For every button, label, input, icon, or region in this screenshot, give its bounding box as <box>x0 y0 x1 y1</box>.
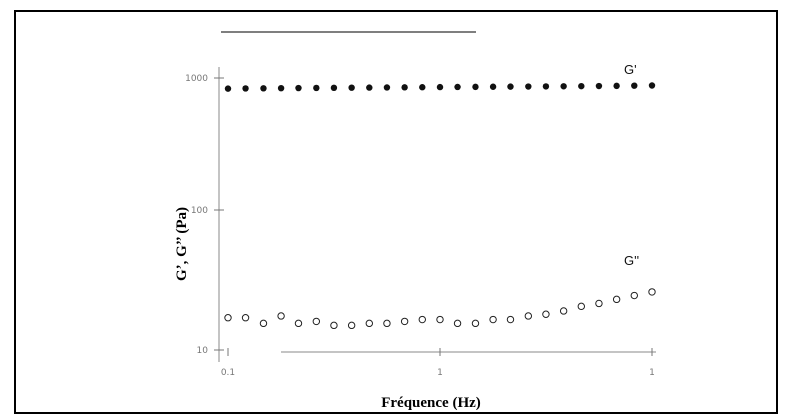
gsecond-point <box>489 315 497 324</box>
gsecond-point <box>471 319 480 328</box>
x-tick-label: 1 <box>437 368 443 378</box>
gsecond-point <box>559 307 568 315</box>
y-ticks: 10 100 1000 <box>185 74 224 356</box>
gsecond-point <box>241 314 250 322</box>
gprime-point <box>525 83 532 90</box>
gprime-point <box>401 84 408 91</box>
gprime-point <box>242 85 249 92</box>
gprime-point <box>454 83 461 91</box>
gsecond-point <box>524 312 533 320</box>
gsecond-point <box>365 319 374 328</box>
gprime-point <box>472 83 479 91</box>
gprime-point <box>366 84 373 91</box>
series-label-gsecond: G'' <box>624 253 639 268</box>
gprime-point <box>224 85 232 92</box>
gprime-point <box>507 83 514 90</box>
gprime-point <box>330 84 338 92</box>
gprime-point <box>648 82 656 89</box>
gprime-point <box>383 84 391 91</box>
x-tick-label: 0.1 <box>221 368 235 378</box>
y-tick-label: 10 <box>197 346 209 356</box>
gprime-point <box>260 85 267 92</box>
gsecond-point <box>294 319 303 328</box>
gprime-point <box>560 83 567 90</box>
gsecond-point <box>577 302 586 311</box>
gsecond-point <box>630 291 638 300</box>
gsecond-point <box>506 315 515 324</box>
gsecond-point <box>259 319 268 328</box>
gprime-point <box>295 84 302 92</box>
gprime-point <box>613 82 620 90</box>
chart: 10 100 1000 0.1 1 1 G’, G’’ (Pa) Fréquence (… <box>174 31 656 411</box>
x-ticks: 0.1 1 1 <box>221 348 655 378</box>
gprime-point <box>419 84 426 91</box>
gsecond-point <box>347 321 356 330</box>
figure-frame: 10 100 1000 0.1 1 1 G’, G’’ (Pa) Fréquence (… <box>14 10 778 414</box>
gsecond-point <box>418 315 426 324</box>
gsecond-point <box>312 317 321 326</box>
gsecond-point <box>453 319 462 328</box>
gsecond-point <box>330 321 338 330</box>
gprime-point <box>348 84 355 91</box>
gprime-point <box>313 84 320 92</box>
gsecond-point <box>542 310 550 318</box>
gprime-point <box>542 83 550 90</box>
gsecond-point <box>648 288 656 296</box>
data-points <box>224 82 656 330</box>
gprime-point <box>489 83 497 90</box>
gprime-point <box>436 83 444 91</box>
y-tick-label: 100 <box>191 206 208 216</box>
series-label-gprime: G' <box>624 62 637 77</box>
gprime-point <box>578 82 585 90</box>
y-tick-label: 1000 <box>185 74 208 84</box>
x-axis-label: Fréquence (Hz) <box>381 395 481 411</box>
gsecond-point <box>224 314 232 322</box>
x-tick-label: 1 <box>649 368 655 378</box>
gprime-point <box>277 84 285 92</box>
gsecond-point <box>612 295 621 304</box>
gsecond-point <box>436 315 444 324</box>
y-axis-label: G’, G’’ (Pa) <box>174 207 190 281</box>
gprime-point <box>631 82 638 89</box>
gsecond-point <box>595 299 603 308</box>
gsecond-point <box>277 312 285 320</box>
gprime-point <box>595 82 603 90</box>
gsecond-point <box>383 319 391 328</box>
gsecond-point <box>400 317 409 326</box>
